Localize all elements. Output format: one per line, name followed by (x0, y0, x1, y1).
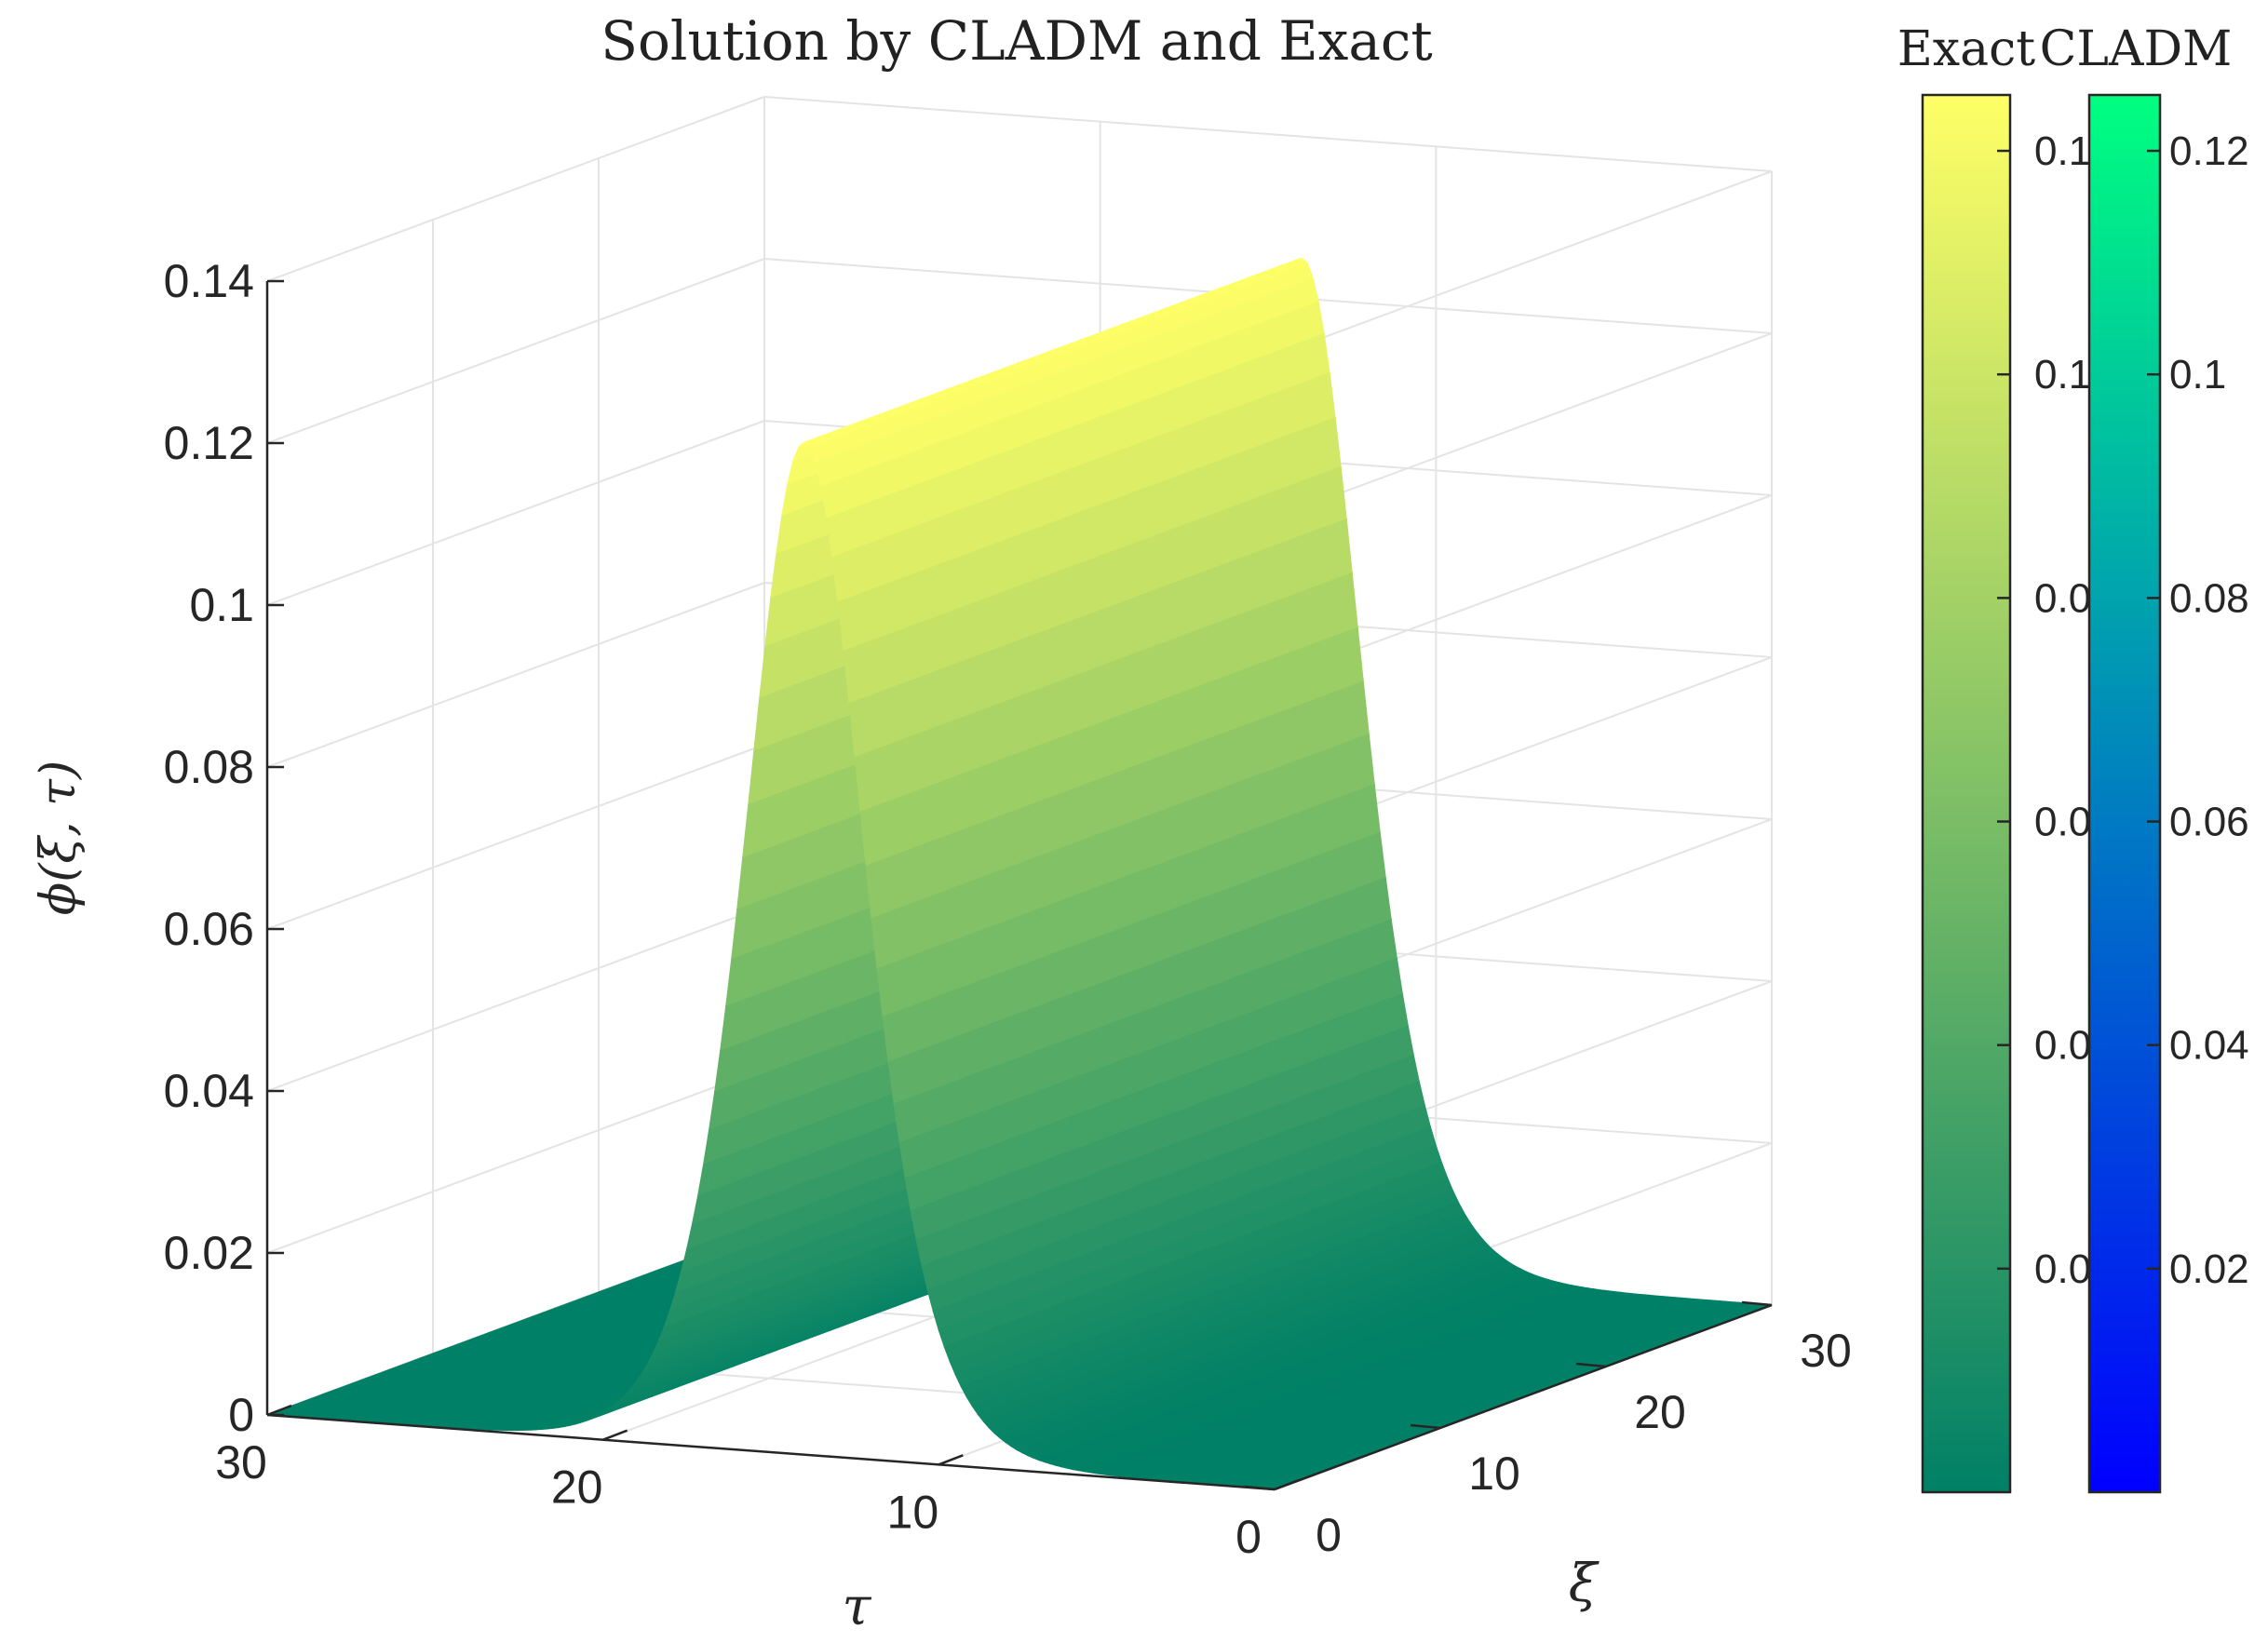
grid-line-left (266, 96, 765, 282)
grid-line-side (1274, 332, 1773, 518)
grid-line-left (266, 420, 765, 606)
grid-line-left (266, 744, 765, 930)
grid-line-left (266, 1068, 765, 1254)
grid-line-back (763, 96, 1773, 172)
surface-plot (266, 257, 1773, 1490)
grid-line-left (266, 582, 765, 768)
grid-line-left (266, 258, 765, 444)
grid-line-left (266, 906, 765, 1092)
grid-line-side (1274, 170, 1773, 357)
